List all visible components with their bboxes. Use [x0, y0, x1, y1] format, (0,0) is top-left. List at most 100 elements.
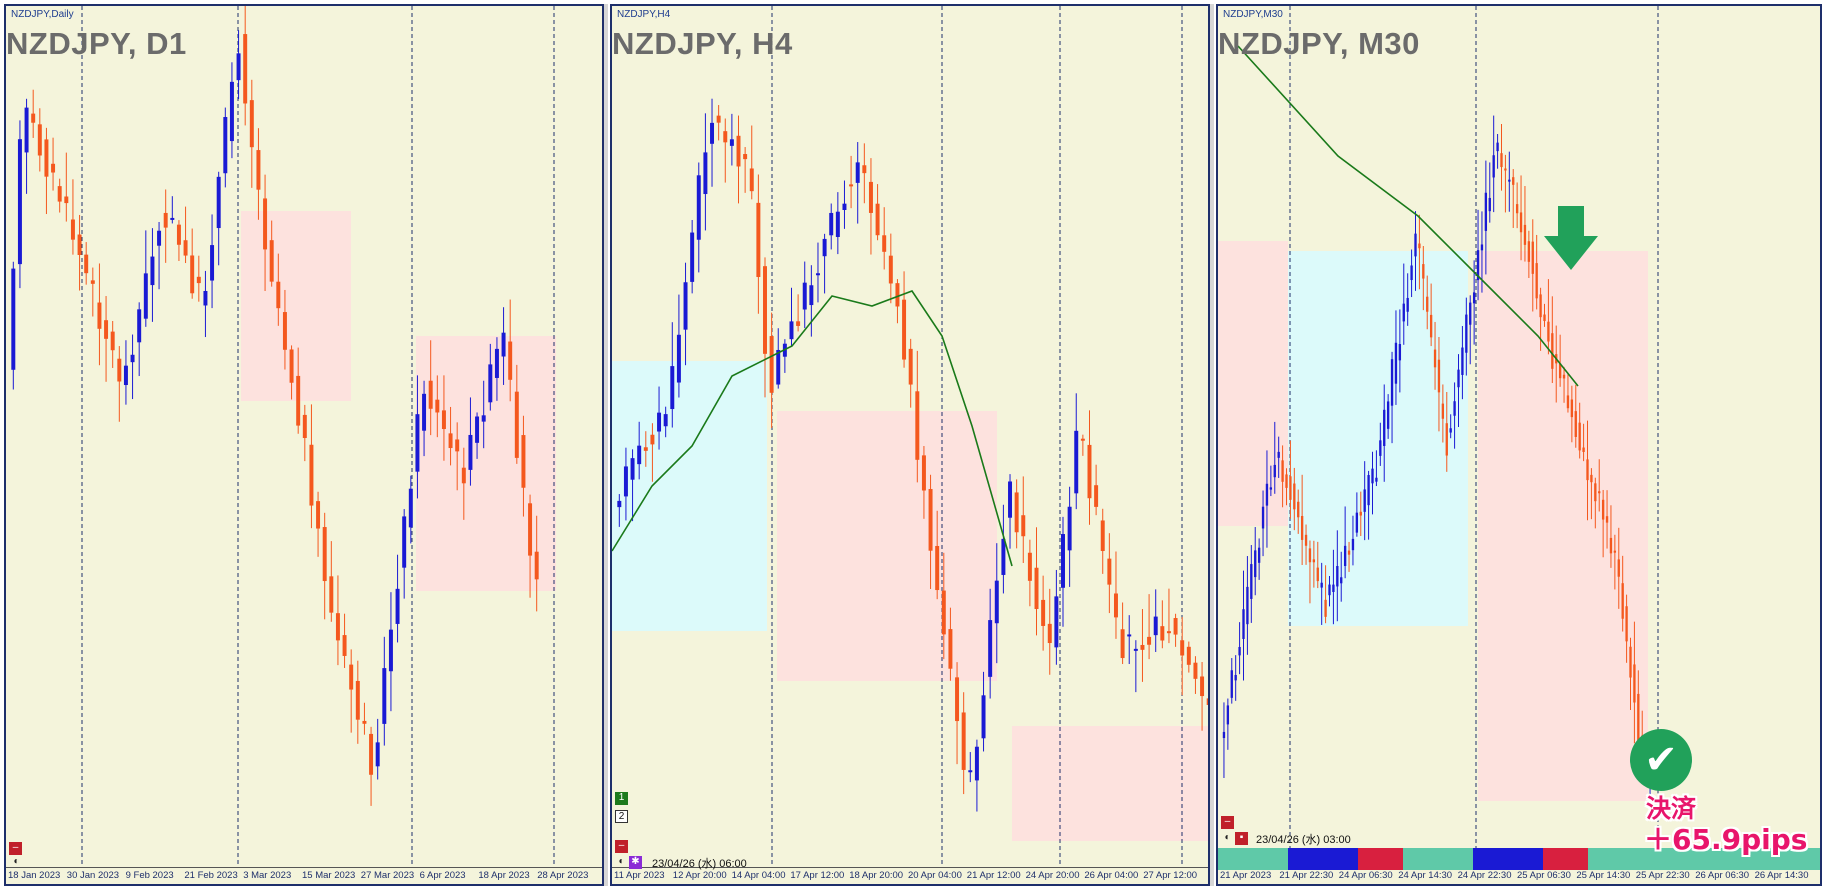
candle-body [1598, 491, 1601, 494]
candle-body [1390, 359, 1394, 406]
candle-body [928, 488, 933, 551]
candle-body [663, 414, 668, 427]
candle-body [1371, 468, 1374, 484]
zone-box [1012, 726, 1208, 841]
chart-panel-d1[interactable]: NZDJPY,Daily NZDJPY, D1 – ◐ 18 Jan 2023 3… [4, 4, 604, 886]
candle-body [428, 380, 433, 409]
chart-panel-m30[interactable]: NZDJPY,M30 NZDJPY, M30 – ◐ ▪ 23/04/26 (水… [1216, 4, 1822, 886]
candle-body [1547, 321, 1550, 342]
candle-body [97, 302, 102, 329]
settings-icon[interactable]: ✱ [629, 856, 642, 869]
candle-body [1355, 512, 1359, 533]
candle-body [882, 235, 887, 252]
candle-body [349, 664, 354, 690]
candle-body [388, 629, 393, 672]
candle-body [690, 232, 695, 282]
eye-icon[interactable]: ◐ [1224, 832, 1231, 843]
candle-body [455, 439, 460, 452]
candle-body [1359, 511, 1362, 516]
panel-divider[interactable] [1210, 4, 1214, 886]
candle-body [1133, 648, 1138, 651]
candle-body [921, 455, 926, 491]
candlestick-chart-h4[interactable] [612, 6, 1208, 868]
marker-button-2[interactable]: 2 [615, 810, 628, 823]
candle-body [789, 321, 794, 340]
marker-button-1[interactable]: 1 [615, 792, 628, 805]
x-tick-label: 25 Apr 14:30 [1576, 870, 1631, 881]
candle-body [17, 139, 22, 265]
candle-body [31, 113, 36, 123]
candle-body [70, 219, 75, 240]
candle-body [229, 81, 234, 142]
candle-body [888, 255, 893, 284]
candlestick-chart-d1[interactable] [6, 6, 602, 868]
candle-body [362, 720, 367, 724]
zone-box [1288, 251, 1468, 626]
x-tick-label: 15 Mar 2023 [302, 870, 356, 881]
candle-body [90, 280, 95, 284]
candle-body [494, 348, 499, 378]
candle-body [1504, 168, 1507, 171]
candle-body [183, 240, 188, 256]
candle-body [1080, 438, 1085, 441]
strength-segment [1288, 848, 1358, 870]
chart-title: NZDJPY, M30 [1218, 26, 1420, 61]
candle-body [1605, 516, 1609, 523]
candle-body [1312, 559, 1316, 563]
candlestick-chart-m30[interactable] [1218, 6, 1820, 868]
minimize-icon[interactable]: – [615, 840, 628, 853]
eye-icon[interactable]: ◐ [13, 856, 20, 867]
strength-segment [1358, 848, 1403, 870]
candle-body [196, 276, 201, 284]
candle-body [763, 266, 767, 354]
candle-body [1574, 411, 1577, 437]
candle-body [1531, 241, 1534, 274]
candle-body [1535, 263, 1538, 299]
candle-body [1277, 451, 1280, 458]
candle-body [302, 414, 307, 439]
panel-divider[interactable] [604, 4, 608, 886]
candle-body [1034, 567, 1039, 610]
x-tick-label: 28 Apr 2023 [537, 870, 589, 881]
candle-body [1074, 430, 1079, 494]
candle-body [375, 742, 380, 767]
candle-body [696, 175, 701, 240]
candle-body [1200, 676, 1205, 697]
candle-body [630, 458, 635, 480]
candle-body [994, 580, 999, 624]
candle-body [1100, 520, 1105, 552]
candle-body [534, 551, 539, 580]
zone-box [777, 411, 997, 681]
candle-body [1594, 483, 1597, 502]
minimize-icon[interactable]: – [1221, 816, 1234, 829]
candle-body [1113, 593, 1118, 618]
candle-body [1120, 629, 1125, 659]
candle-body [150, 256, 155, 286]
candle-body [1367, 475, 1370, 506]
candle-body [1160, 626, 1165, 641]
candle-body [835, 211, 840, 238]
x-tick-label: 27 Mar 2023 [360, 870, 415, 881]
eye-icon[interactable]: ◐ [618, 856, 625, 867]
candle-body [1308, 548, 1312, 563]
candle-body [508, 341, 513, 380]
candle-body [37, 124, 42, 156]
candle-body [1578, 422, 1581, 451]
chart-panel-h4[interactable]: NZDJPY,H4 NZDJPY, H4 1 2 – ◐ ✱ 23/04/26 … [610, 4, 1210, 886]
candle-body [1398, 344, 1402, 361]
candle-body [408, 488, 413, 528]
candle-body [1094, 485, 1099, 507]
candle-body [1265, 483, 1269, 506]
candle-body [335, 613, 340, 641]
close-icon[interactable]: ▪ [1235, 832, 1248, 845]
candle-body [1238, 646, 1241, 656]
candle-body [1107, 558, 1112, 585]
candle-body [868, 181, 873, 213]
zone-box [1478, 251, 1648, 801]
candle-body [130, 354, 135, 363]
minimize-icon[interactable]: – [9, 842, 22, 855]
candle-body [1300, 515, 1304, 540]
candle-body [1234, 674, 1237, 681]
candle-body [223, 117, 228, 174]
candle-body [1551, 333, 1554, 369]
